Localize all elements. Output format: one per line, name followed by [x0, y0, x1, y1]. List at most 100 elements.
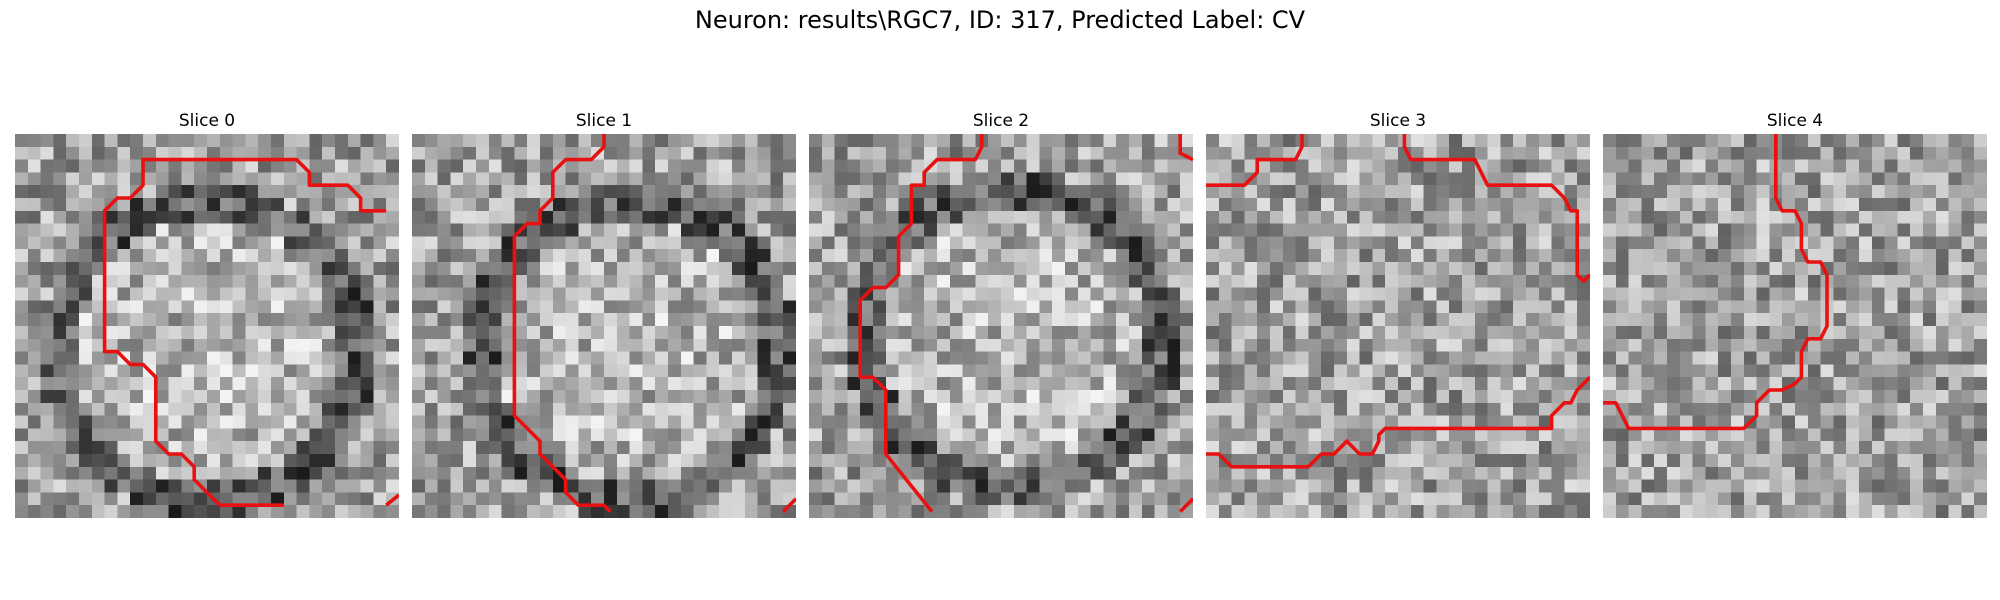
image-pixel: [155, 364, 169, 378]
image-pixel: [271, 134, 285, 148]
image-pixel: [1180, 428, 1193, 442]
image-pixel: [1923, 415, 1937, 429]
image-pixel: [1795, 466, 1809, 480]
image-pixel: [885, 287, 899, 301]
image-pixel: [1718, 364, 1732, 378]
image-pixel: [1487, 185, 1501, 199]
image-pixel: [629, 287, 643, 301]
image-pixel: [1334, 198, 1348, 212]
image-pixel: [1731, 159, 1745, 173]
image-pixel: [271, 287, 285, 301]
image-pixel: [527, 313, 541, 327]
image-pixel: [783, 172, 796, 186]
image-pixel: [616, 338, 630, 352]
image-pixel: [1270, 223, 1284, 237]
image-pixel: [1538, 428, 1552, 442]
image-pixel: [1551, 210, 1565, 224]
image-pixel: [924, 326, 938, 340]
image-pixel: [66, 428, 80, 442]
image-pixel: [1410, 505, 1424, 518]
image-pixel: [1807, 300, 1821, 314]
image-pixel: [1897, 210, 1911, 224]
image-pixel: [1782, 351, 1796, 365]
image-pixel: [1897, 390, 1911, 404]
image-pixel: [1961, 441, 1975, 455]
image-pixel: [962, 159, 976, 173]
image-pixel: [514, 313, 528, 327]
image-pixel: [463, 287, 477, 301]
image-pixel: [15, 454, 29, 468]
image-pixel: [1500, 390, 1514, 404]
image-pixel: [552, 198, 566, 212]
image-pixel: [1346, 134, 1360, 148]
image-pixel: [1961, 236, 1975, 250]
image-pixel: [1807, 198, 1821, 212]
image-pixel: [1257, 249, 1271, 263]
contour-line: [102, 157, 387, 507]
image-pixel: [1206, 479, 1220, 493]
image-pixel: [924, 236, 938, 250]
image-pixel: [373, 479, 387, 493]
image-pixel: [271, 390, 285, 404]
image-pixel: [693, 479, 707, 493]
image-pixel: [1423, 313, 1437, 327]
image-pixel: [1270, 492, 1284, 506]
image-pixel: [1103, 134, 1117, 148]
image-pixel: [1372, 287, 1386, 301]
image-pixel: [1065, 441, 1079, 455]
image-pixel: [783, 338, 796, 352]
image-pixel: [1167, 236, 1181, 250]
image-pixel: [680, 351, 694, 365]
image-pixel: [911, 377, 925, 391]
image-pixel: [232, 479, 246, 493]
image-pixel: [53, 428, 67, 442]
image-pixel: [1474, 377, 1488, 391]
image-pixel: [296, 428, 310, 442]
image-pixel: [821, 313, 835, 327]
image-pixel: [514, 492, 528, 506]
image-pixel: [1910, 313, 1924, 327]
image-pixel: [924, 223, 938, 237]
image-pixel: [79, 326, 93, 340]
image-pixel: [770, 313, 784, 327]
image-pixel: [15, 364, 29, 378]
image-pixel: [1346, 274, 1360, 288]
image-pixel: [1935, 236, 1949, 250]
image-pixel: [1334, 377, 1348, 391]
image-pixel: [757, 338, 771, 352]
image-pixel: [1718, 172, 1732, 186]
image-pixel: [1961, 287, 1975, 301]
image-pixel: [488, 415, 502, 429]
image-pixel: [1705, 377, 1719, 391]
image-pixel: [655, 172, 669, 186]
image-pixel: [988, 326, 1002, 340]
image-pixel: [1282, 479, 1296, 493]
image-pixel: [1141, 198, 1155, 212]
image-pixel: [1961, 479, 1975, 493]
image-pixel: [1449, 479, 1463, 493]
image-pixel: [898, 415, 912, 429]
image-pixel: [335, 390, 349, 404]
image-pixel: [1474, 198, 1488, 212]
image-pixel: [219, 134, 233, 148]
image-pixel: [296, 274, 310, 288]
image-pixel: [873, 313, 887, 327]
image-pixel: [1807, 415, 1821, 429]
image-pixel: [591, 466, 605, 480]
image-pixel: [66, 236, 80, 250]
image-pixel: [501, 300, 515, 314]
image-pixel: [155, 454, 169, 468]
image-pixel: [1795, 134, 1809, 148]
image-pixel: [488, 466, 502, 480]
image-pixel: [540, 402, 554, 416]
image-pixel: [1295, 172, 1309, 186]
image-pixel: [283, 300, 297, 314]
image-pixel: [1410, 454, 1424, 468]
image-pixel: [360, 454, 374, 468]
image-pixel: [168, 313, 182, 327]
image-pixel: [655, 466, 669, 480]
image-pixel: [437, 338, 451, 352]
image-pixel: [1551, 364, 1565, 378]
image-pixel: [347, 198, 361, 212]
image-pixel: [655, 492, 669, 506]
